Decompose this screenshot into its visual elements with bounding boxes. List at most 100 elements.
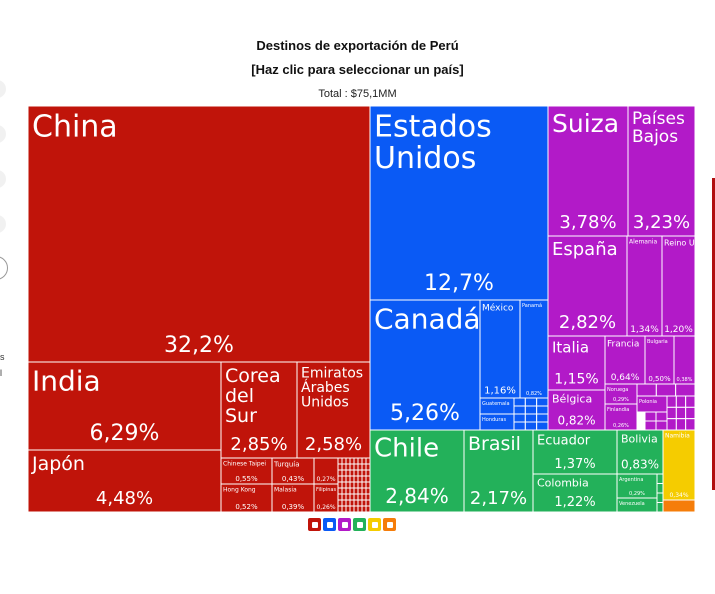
micro-tile[interactable]	[337, 499, 343, 507]
side-button[interactable]	[0, 125, 6, 143]
micro-tile[interactable]	[513, 421, 526, 431]
tile-rect[interactable]	[644, 335, 675, 385]
treemap-tile-italia[interactable]: Italia 1,15%	[547, 335, 606, 391]
micro-tile[interactable]	[353, 463, 359, 471]
treemap-tile-chinese-taipei[interactable]: Chinese Taipei 0,55%	[220, 457, 273, 485]
treemap-tile-venezuela[interactable]: Venezuela	[616, 497, 658, 513]
micro-tile[interactable]	[349, 505, 355, 513]
treemap-tile-emiratos-arabes-unidos[interactable]: Emiratos Árabes Unidos 2,58%	[296, 361, 371, 459]
treemap-tile-brasil[interactable]: Brasil 2,17%	[463, 429, 534, 513]
micro-tile[interactable]	[345, 463, 351, 471]
tile-rect[interactable]	[532, 473, 618, 513]
micro-tile[interactable]	[341, 457, 347, 465]
treemap-tile-panama[interactable]: Panamá 0,82%	[519, 299, 549, 399]
micro-tile[interactable]	[675, 383, 696, 397]
micro-tile[interactable]	[361, 499, 367, 507]
micro-tile[interactable]	[524, 413, 538, 423]
micro-tile[interactable]	[345, 469, 351, 477]
micro-tile[interactable]	[357, 499, 363, 507]
micro-tile[interactable]	[349, 469, 355, 477]
treemap-tile-noruega[interactable]: Noruega 0,29%	[604, 383, 638, 405]
tile-rect[interactable]	[547, 235, 628, 337]
micro-tile[interactable]	[337, 493, 343, 501]
treemap-tile-espana[interactable]: España 2,82%	[547, 235, 628, 337]
side-button[interactable]	[0, 215, 6, 233]
micro-tile[interactable]	[341, 505, 347, 513]
micro-tile[interactable]	[524, 421, 538, 431]
tile-rect[interactable]	[604, 403, 638, 431]
micro-tile[interactable]	[636, 383, 657, 397]
side-button[interactable]	[0, 170, 6, 188]
micro-tile[interactable]	[345, 475, 351, 483]
treemap-tile-guatemala[interactable]: Guatemala	[479, 397, 515, 415]
tile-rect[interactable]	[532, 429, 618, 475]
side-button[interactable]	[0, 80, 6, 98]
tile-rect[interactable]	[313, 457, 339, 485]
micro-tile[interactable]	[357, 475, 363, 483]
micro-tile[interactable]	[365, 493, 371, 501]
micro-tile[interactable]	[361, 457, 367, 465]
treemap-tile-estados-unidos[interactable]: Estados Unidos 12,7%	[369, 105, 549, 301]
tile-rect[interactable]	[547, 105, 629, 237]
micro-tile[interactable]	[357, 463, 363, 471]
micro-tile[interactable]	[349, 481, 355, 489]
treemap-tile-polonia[interactable]: Polonia	[636, 395, 668, 413]
legend-oceania-button[interactable]	[383, 518, 396, 531]
micro-tile[interactable]	[361, 481, 367, 489]
treemap-tile-honduras[interactable]: Honduras	[479, 413, 515, 431]
micro-tile[interactable]	[536, 413, 549, 423]
treemap-tile-japon[interactable]: Japón 4,48%	[27, 449, 222, 513]
micro-tile[interactable]	[361, 475, 367, 483]
micro-tile[interactable]	[536, 405, 549, 415]
micro-tile[interactable]	[357, 481, 363, 489]
micro-tile[interactable]	[536, 421, 549, 431]
micro-tile[interactable]	[365, 475, 371, 483]
tile-rect[interactable]	[27, 105, 371, 363]
micro-tile[interactable]	[345, 499, 351, 507]
treemap-tile-canada[interactable]: Canadá 5,26%	[369, 299, 481, 431]
micro-tile[interactable]	[357, 457, 363, 465]
tile-rect[interactable]	[27, 361, 222, 451]
micro-tile[interactable]	[675, 395, 687, 408]
micro-tile[interactable]	[337, 469, 343, 477]
legend-africa-button[interactable]	[368, 518, 381, 531]
tile-rect[interactable]	[220, 361, 298, 459]
micro-tile[interactable]	[337, 457, 343, 465]
micro-tile[interactable]	[353, 499, 359, 507]
micro-tile[interactable]	[666, 395, 677, 408]
micro-tile[interactable]	[357, 469, 363, 477]
treemap-tile-suiza[interactable]: Suiza 3,78%	[547, 105, 629, 237]
tile-rect[interactable]	[369, 105, 549, 301]
micro-tile[interactable]	[349, 475, 355, 483]
micro-tile[interactable]	[513, 405, 526, 415]
treemap-tile-bulgaria[interactable]: Bulgaria 0,50%	[644, 335, 675, 385]
micro-tile[interactable]	[349, 499, 355, 507]
micro-tile[interactable]	[524, 405, 538, 415]
micro-tile[interactable]	[361, 487, 367, 495]
tile-rect[interactable]	[662, 499, 696, 513]
micro-tile[interactable]	[365, 499, 371, 507]
micro-tile[interactable]	[365, 463, 371, 471]
micro-tile[interactable]	[353, 469, 359, 477]
treemap-tile-malasia[interactable]: Malasia 0,39%	[271, 483, 315, 513]
micro-tile[interactable]	[513, 397, 526, 407]
tile-rect[interactable]	[661, 235, 696, 337]
micro-tile[interactable]	[513, 413, 526, 423]
treemap-tile-colombia[interactable]: Colombia 1,22%	[532, 473, 618, 513]
tile-rect[interactable]	[627, 105, 696, 237]
micro-tile[interactable]	[675, 418, 687, 431]
micro-tile[interactable]	[349, 457, 355, 465]
micro-tile[interactable]	[345, 505, 351, 513]
treemap-tile-otros[interactable]: 0,38%	[673, 335, 696, 385]
micro-tile[interactable]	[337, 475, 343, 483]
micro-tile[interactable]	[365, 457, 371, 465]
micro-tile[interactable]	[341, 481, 347, 489]
treemap-tile-filipinas[interactable]: Filipinas 0,26%	[313, 483, 339, 513]
micro-tile[interactable]	[345, 493, 351, 501]
micro-tile[interactable]	[361, 469, 367, 477]
micro-tile[interactable]	[365, 481, 371, 489]
treemap-tile-india[interactable]: India 6,29%	[27, 361, 222, 451]
micro-tile[interactable]	[656, 492, 664, 503]
micro-tile[interactable]	[341, 487, 347, 495]
micro-tile[interactable]	[353, 493, 359, 501]
